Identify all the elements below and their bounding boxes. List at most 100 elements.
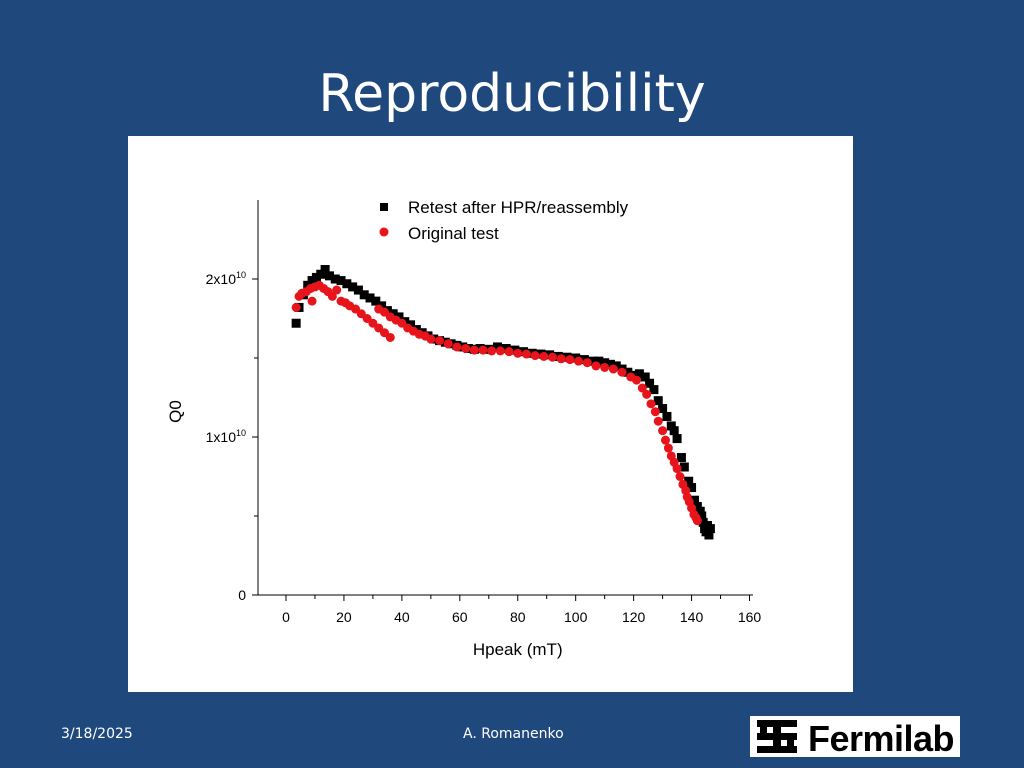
original-data-point — [637, 383, 647, 393]
original-data-point — [658, 426, 668, 436]
original-data-point — [574, 356, 584, 366]
retest-data-point — [645, 378, 655, 388]
retest-data-point — [594, 356, 604, 366]
retest-data-point — [365, 293, 375, 303]
x-tick-label: 140 — [680, 609, 704, 625]
retest-data-point — [672, 434, 682, 444]
original-data-point — [530, 351, 540, 361]
retest-data-point — [662, 411, 672, 421]
retest-data-point — [658, 404, 668, 414]
original-data-point — [642, 389, 652, 399]
legend-marker-original — [379, 227, 389, 237]
retest-data-point — [634, 369, 644, 379]
x-tick-label: 80 — [510, 609, 526, 625]
retest-data-point — [359, 290, 369, 300]
legend-marker-retest — [380, 203, 388, 211]
original-data-point — [495, 346, 505, 356]
original-data-point — [582, 358, 592, 368]
y-axis-label: Q0 — [166, 400, 185, 423]
retest-data-point — [695, 506, 705, 516]
retest-data-point — [653, 396, 663, 406]
y-tick-label: 1x1010 — [206, 428, 246, 445]
original-data-point — [478, 345, 488, 355]
original-data-point — [443, 339, 453, 349]
logo-text: Fermilab — [808, 718, 955, 759]
original-data-point — [385, 332, 395, 342]
retest-data-point — [705, 524, 715, 534]
original-data-point — [646, 399, 656, 409]
x-tick-label: 100 — [564, 609, 588, 625]
retest-data-point — [330, 274, 340, 284]
retest-data-point — [623, 367, 633, 377]
retest-data-point — [492, 342, 502, 352]
original-data-point — [653, 416, 663, 426]
retest-data-point — [666, 421, 676, 431]
original-data-point — [435, 336, 445, 346]
retest-data-point — [676, 453, 686, 463]
x-tick-label: 60 — [452, 609, 468, 625]
retest-data-point — [371, 296, 381, 306]
original-data-point — [663, 443, 673, 453]
original-data-point — [307, 296, 317, 306]
fermilab-logo: Fermilab — [750, 716, 960, 759]
retest-data-point — [324, 271, 334, 281]
original-data-point — [291, 302, 301, 312]
y-tick-label: 0 — [238, 587, 246, 603]
retest-data-point — [291, 318, 301, 328]
retest-data-point — [342, 279, 352, 289]
footer-date: 3/18/2025 — [61, 726, 133, 742]
original-data-point — [600, 362, 610, 372]
retest-data-point — [687, 483, 697, 493]
retest-data-point — [704, 530, 714, 540]
original-data-point — [692, 516, 702, 526]
fermilab-emblem-icon — [757, 720, 797, 753]
x-tick-label: 20 — [336, 609, 352, 625]
original-data-point — [469, 345, 479, 355]
original-data-point — [591, 361, 601, 371]
retest-data-point — [649, 385, 659, 395]
original-data-point — [675, 472, 685, 481]
x-tick-label: 40 — [394, 609, 410, 625]
retest-data-point — [600, 358, 610, 368]
slide-title: Reproducibility — [318, 64, 706, 124]
retest-data-point — [684, 476, 694, 486]
original-data-point — [513, 348, 523, 358]
legend-label-original: Original test — [408, 224, 499, 243]
retest-data-point — [669, 426, 679, 436]
x-tick-label: 0 — [282, 609, 290, 625]
retest-data-point — [640, 372, 650, 382]
original-data-point — [650, 407, 660, 417]
original-data-point — [672, 464, 682, 474]
retest-data-point — [336, 276, 346, 286]
retest-data-point — [588, 356, 598, 366]
original-data-point — [327, 291, 337, 301]
y-tick-label: 2x1010 — [206, 270, 246, 287]
original-data-point — [332, 285, 342, 295]
original-data-point — [608, 364, 618, 374]
retest-data-point — [316, 269, 326, 279]
legend-label-retest: Retest after HPR/reassembly — [408, 198, 629, 217]
original-data-point — [548, 352, 558, 362]
x-tick-label: 160 — [738, 609, 762, 625]
retest-data-point — [605, 359, 615, 369]
retest-data-point — [348, 282, 358, 292]
retest-data-point — [320, 265, 330, 275]
original-data-point — [461, 344, 471, 354]
chart-svg: 0 20 40 60 80 100 120 140 160 0 1x1010 2x1010 Hpeak … — [166, 198, 762, 659]
x-axis-label: Hpeak (mT) — [473, 640, 563, 659]
retest-data-point — [679, 462, 689, 472]
original-data-point — [565, 355, 575, 365]
retest-data-point — [692, 502, 702, 512]
footer-author: A. Romanenko — [463, 726, 564, 742]
original-data-point — [487, 346, 497, 356]
x-tick-label: 120 — [622, 609, 646, 625]
retest-data-point — [697, 511, 707, 521]
original-data-point — [452, 342, 462, 352]
original-data-point — [426, 334, 436, 344]
chart-panel: 0 20 40 60 80 100 120 140 160 0 1x1010 2x1010 Hpeak … — [128, 136, 853, 692]
original-data-point — [660, 435, 670, 445]
original-data-point — [521, 349, 531, 359]
original-data-point — [632, 375, 642, 385]
original-data-point — [556, 354, 566, 364]
retest-data-point — [353, 285, 363, 295]
